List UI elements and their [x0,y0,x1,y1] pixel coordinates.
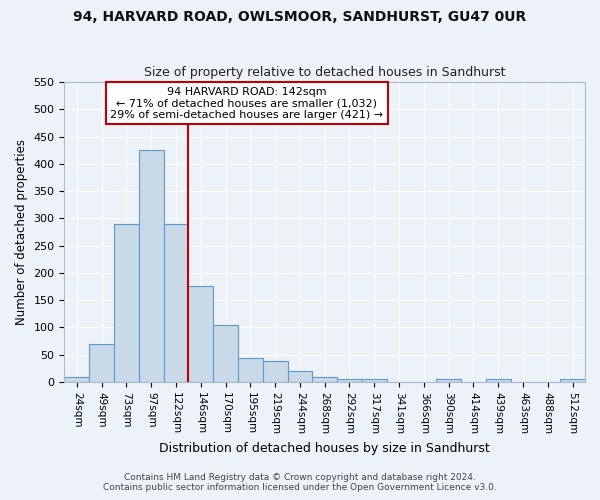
Bar [337,379,362,382]
Title: Size of property relative to detached houses in Sandhurst: Size of property relative to detached ho… [144,66,505,80]
Bar [64,378,89,382]
Bar [114,224,139,382]
Bar [188,286,213,382]
Y-axis label: Number of detached properties: Number of detached properties [15,139,28,325]
Bar [486,379,511,382]
Bar [560,379,585,382]
Text: 94, HARVARD ROAD, OWLSMOOR, SANDHURST, GU47 0UR: 94, HARVARD ROAD, OWLSMOOR, SANDHURST, G… [73,10,527,24]
Text: Contains HM Land Registry data © Crown copyright and database right 2024.
Contai: Contains HM Land Registry data © Crown c… [103,473,497,492]
Bar [287,371,313,382]
Bar [164,224,188,382]
Bar [139,150,164,382]
Bar [238,358,263,382]
Bar [263,361,287,382]
Bar [89,344,114,382]
X-axis label: Distribution of detached houses by size in Sandhurst: Distribution of detached houses by size … [160,442,490,455]
Bar [213,324,238,382]
Bar [436,379,461,382]
Bar [362,379,386,382]
Text: 94 HARVARD ROAD: 142sqm
← 71% of detached houses are smaller (1,032)
29% of semi: 94 HARVARD ROAD: 142sqm ← 71% of detache… [110,86,383,120]
Bar [313,377,337,382]
